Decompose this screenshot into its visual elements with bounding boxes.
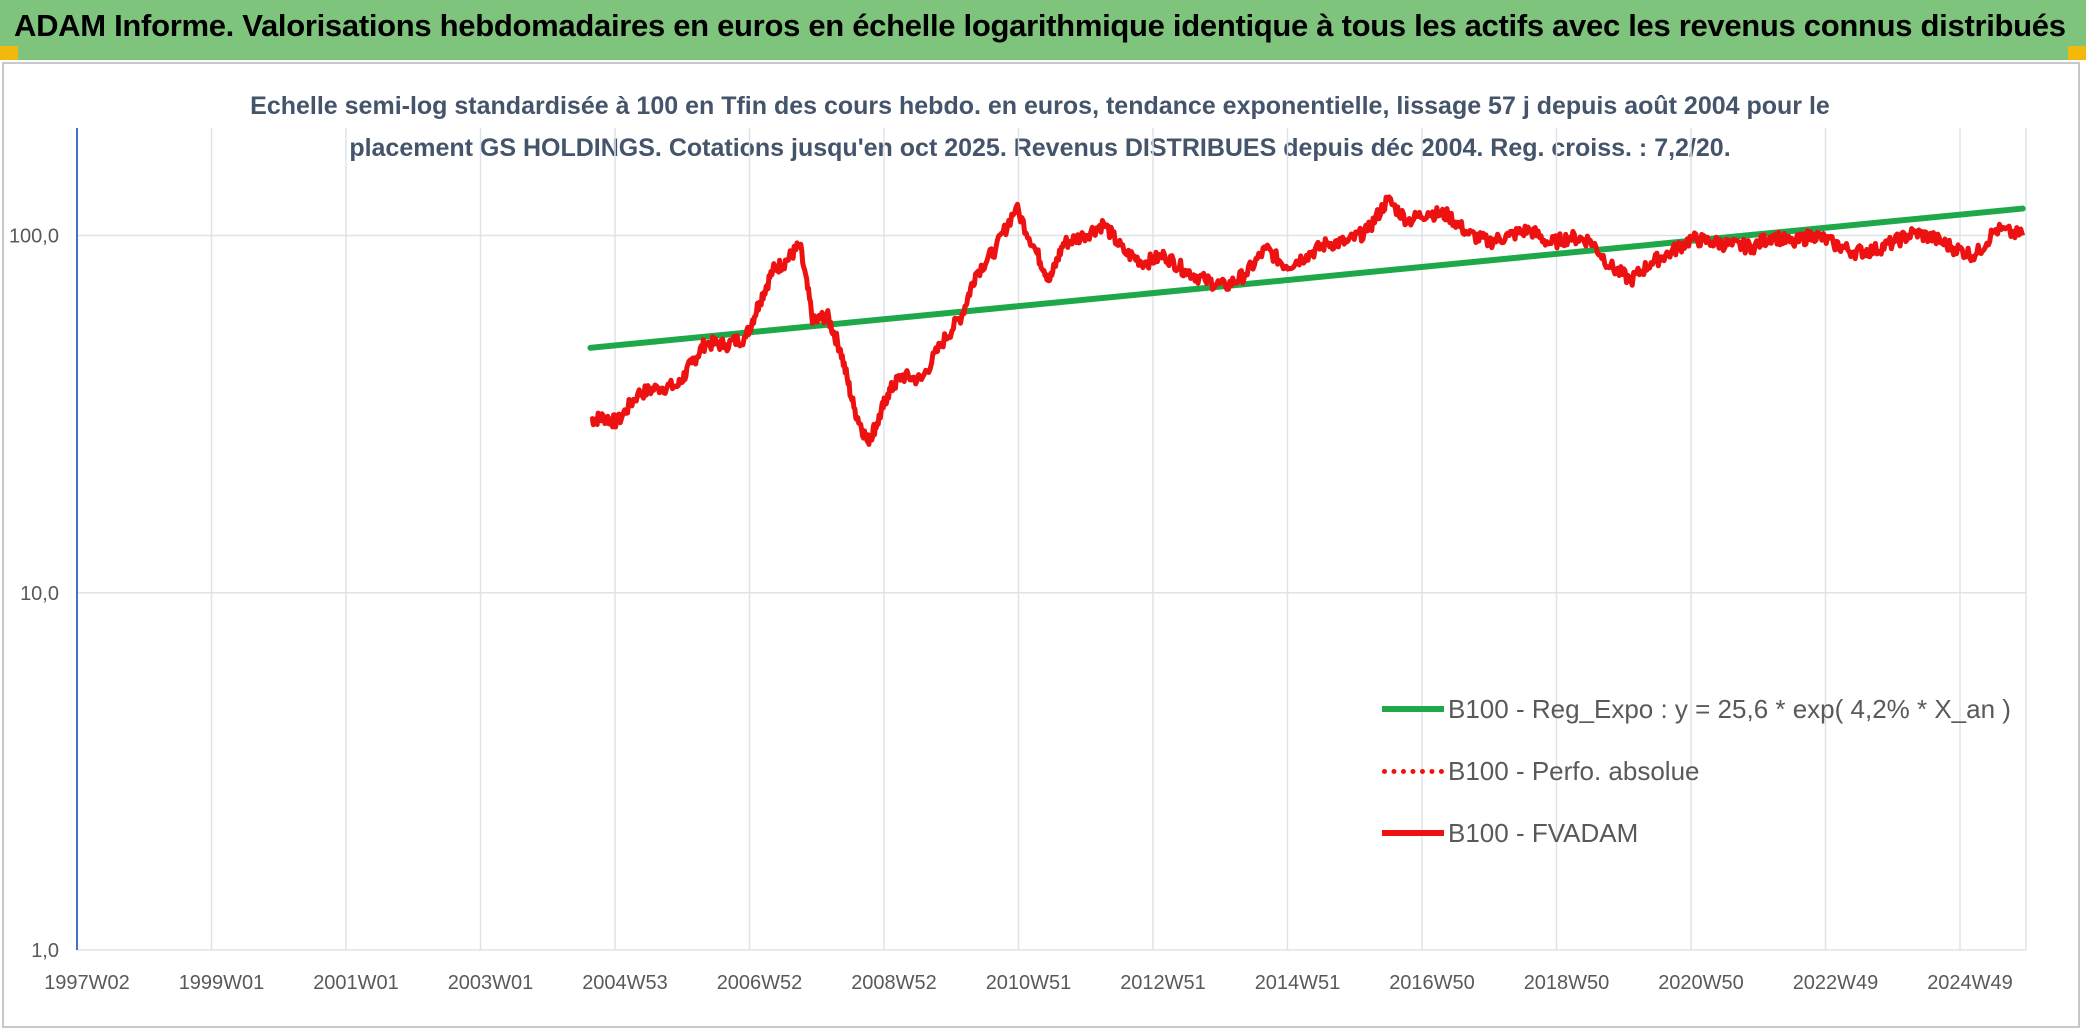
x-tick-label: 2010W51 (986, 972, 1072, 994)
x-tick-label: 1997W02 (44, 972, 130, 994)
fvadam-line (588, 194, 2025, 447)
x-tick-label: 2006W52 (717, 972, 803, 994)
x-tick-label: 2022W49 (1793, 972, 1879, 994)
legend-swatch-perfo (1382, 768, 1444, 774)
legend-swatch-trend (1382, 706, 1444, 712)
legend-label-perfo: B100 - Perfo. absolue (1448, 755, 1700, 786)
legend-item-trend: B100 - Reg_Expo : y = 25,6 * exp( 4,2% *… (1382, 692, 2011, 726)
header-bar: ADAM Informe. Valorisations hebdomadaire… (0, 0, 2086, 60)
chart-title-line1: Echelle semi-log standardisée à 100 en T… (250, 92, 1830, 120)
legend-swatch-fvadam (1382, 830, 1444, 836)
x-tick-label: 2020W50 (1658, 972, 1744, 994)
x-tick-label: 2018W50 (1524, 972, 1610, 994)
x-tick-label: 2024W49 (1927, 972, 2013, 994)
x-tick-label: 2008W52 (851, 972, 937, 994)
x-tick-label: 2012W51 (1120, 972, 1206, 994)
x-tick-label: 2001W01 (313, 972, 399, 994)
legend-item-perfo: B100 - Perfo. absolue (1382, 754, 1700, 788)
corner-marker-right (2068, 46, 2086, 60)
legend-item-fvadam: B100 - FVADAM (1382, 816, 1638, 850)
y-tick-label: 1,0 (31, 940, 59, 962)
y-tick-label: 10,0 (20, 583, 59, 605)
x-tick-label: 2004W53 (582, 972, 668, 994)
x-tick-label: 1999W01 (179, 972, 265, 994)
x-tick-label: 2003W01 (448, 972, 534, 994)
legend-label-fvadam: B100 - FVADAM (1448, 817, 1639, 848)
chart-title-line2: placement GS HOLDINGS. Cotations jusqu'e… (349, 134, 1731, 162)
page-title: ADAM Informe. Valorisations hebdomadaire… (14, 8, 2066, 43)
legend-label-trend: B100 - Reg_Expo : y = 25,6 * exp( 4,2% *… (1448, 693, 2011, 724)
chart-frame (2, 62, 2080, 1028)
y-tick-label: 100,0 (9, 226, 59, 248)
x-tick-label: 2016W50 (1389, 972, 1475, 994)
corner-marker-left (0, 46, 18, 60)
x-tick-label: 2014W51 (1255, 972, 1341, 994)
